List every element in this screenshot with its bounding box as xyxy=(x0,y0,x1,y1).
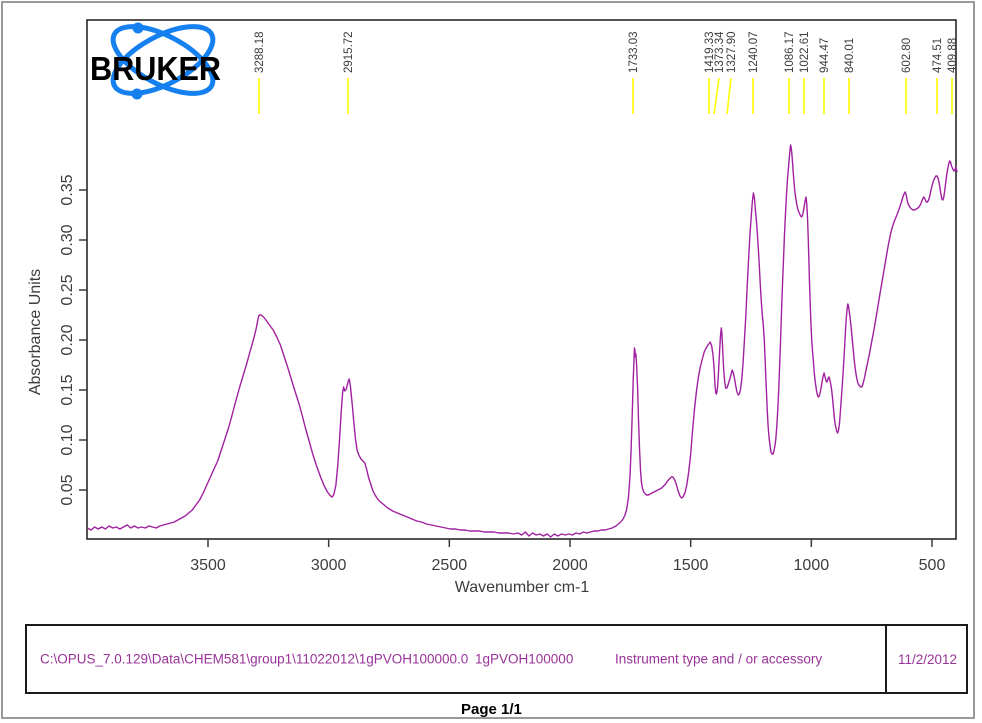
peak-wavenumber-label: 840.01 xyxy=(844,38,856,73)
logo-electron-icon xyxy=(132,22,144,34)
y-tick-label: 0.30 xyxy=(59,224,76,255)
peak-wavenumber-label: 1022.61 xyxy=(799,31,811,73)
peak-wavenumber-label: 1419.33 xyxy=(704,31,716,73)
peak-leader-line xyxy=(726,77,732,115)
x-axis-ticks: 3500 3000 2500 2000 1500 1000 500 xyxy=(190,539,945,574)
peak-wavenumber-label: 944.47 xyxy=(819,38,831,73)
peak-wavenumber-label: 3288.18 xyxy=(254,31,266,73)
peak-wavenumber-label: 1240.07 xyxy=(748,31,760,73)
y-tick-label: 0.25 xyxy=(59,274,76,305)
y-axis-ticks: 0.05 0.10 0.15 0.20 0.25 0.30 0.35 xyxy=(59,174,87,506)
brand-text: BRUKER xyxy=(90,50,221,87)
y-axis-title: Absorbance Units xyxy=(27,269,44,395)
info-box: C:\OPUS_7.0.129\Data\CHEM581\group1\1102… xyxy=(25,624,968,694)
y-tick-label: 0.20 xyxy=(59,324,76,355)
x-tick-label: 3000 xyxy=(311,557,347,574)
y-tick-label: 0.05 xyxy=(59,474,76,505)
logo-orbit-icon xyxy=(110,24,216,96)
x-tick-label: 2500 xyxy=(432,557,468,574)
x-tick-label: 3500 xyxy=(190,557,226,574)
peak-wavenumber-label: 1327.90 xyxy=(726,31,738,73)
x-tick-label: 1000 xyxy=(794,557,830,574)
y-tick-label: 0.15 xyxy=(59,374,76,405)
date-cell: 11/2/2012 xyxy=(885,626,968,692)
x-axis-title: Wavenumber cm-1 xyxy=(455,579,590,596)
logo-electron-icon xyxy=(131,88,143,100)
y-tick-label: 0.35 xyxy=(59,174,76,205)
sample-name: 1gPVOH100000 xyxy=(475,651,574,667)
instrument-comment: Instrument type and / or accessory xyxy=(615,651,823,667)
peak-wavenumber-label: 1733.03 xyxy=(628,31,640,73)
peak-wavenumber-label: 1373.34 xyxy=(714,31,726,73)
peak-wavenumber-label: 474.51 xyxy=(932,38,944,73)
x-tick-label: 500 xyxy=(919,557,946,574)
bruker-logo: BRUKER xyxy=(90,22,221,100)
file-path: C:\OPUS_7.0.129\Data\CHEM581\group1\1102… xyxy=(40,651,469,667)
x-tick-label: 1500 xyxy=(673,557,709,574)
peak-wavenumber-label: 1086.17 xyxy=(784,31,796,73)
y-tick-label: 0.10 xyxy=(59,424,76,455)
plot-frame xyxy=(86,19,957,540)
peak-leader-line xyxy=(713,77,720,115)
spectrum-trace xyxy=(86,144,958,538)
ftir-spectrum-chart: BRUKER 3288.18 2915.72 1733.03 1419.331373.… xyxy=(27,19,959,596)
logo-orbit-icon xyxy=(110,24,216,96)
page-number: Page 1/1 xyxy=(461,701,522,718)
peak-wavenumber-label: 602.80 xyxy=(901,38,913,73)
peak-wavenumber-label: 409.88 xyxy=(947,38,959,73)
x-tick-label: 2000 xyxy=(552,557,588,574)
peak-wavenumber-label: 2915.72 xyxy=(343,31,355,73)
